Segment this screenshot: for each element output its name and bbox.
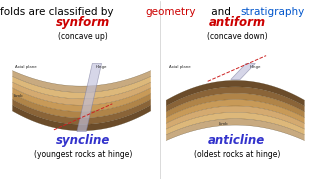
Polygon shape: [12, 94, 151, 118]
Polygon shape: [12, 88, 151, 112]
Text: and: and: [208, 7, 234, 17]
Text: synform: synform: [56, 15, 110, 29]
Polygon shape: [231, 63, 255, 80]
Text: folds are classified by: folds are classified by: [0, 7, 117, 17]
Text: anticline: anticline: [208, 134, 266, 147]
Text: Limb: Limb: [14, 94, 23, 98]
Polygon shape: [12, 82, 151, 105]
Text: Axial plane: Axial plane: [169, 65, 191, 69]
Text: (youngest rocks at hinge): (youngest rocks at hinge): [34, 150, 132, 159]
Text: syncline: syncline: [56, 134, 110, 147]
Text: Axial plane: Axial plane: [15, 65, 37, 69]
Polygon shape: [77, 63, 101, 132]
Text: (oldest rocks at hinge): (oldest rocks at hinge): [194, 150, 280, 159]
Polygon shape: [12, 71, 151, 93]
Text: Hinge: Hinge: [249, 65, 260, 69]
Polygon shape: [12, 99, 151, 124]
Polygon shape: [166, 106, 305, 129]
Polygon shape: [12, 76, 151, 99]
Polygon shape: [166, 80, 305, 106]
Text: Limb: Limb: [219, 122, 228, 126]
Polygon shape: [166, 100, 305, 123]
Text: stratigraphy: stratigraphy: [240, 7, 304, 17]
Text: (concave down): (concave down): [207, 31, 267, 40]
Text: Hinge: Hinge: [95, 65, 107, 69]
Text: antiform: antiform: [208, 15, 266, 29]
Polygon shape: [166, 93, 305, 118]
Polygon shape: [166, 112, 305, 135]
Polygon shape: [12, 105, 151, 131]
Polygon shape: [166, 87, 305, 112]
Text: geometry: geometry: [145, 7, 196, 17]
Polygon shape: [166, 119, 305, 141]
Text: (concave up): (concave up): [58, 31, 108, 40]
